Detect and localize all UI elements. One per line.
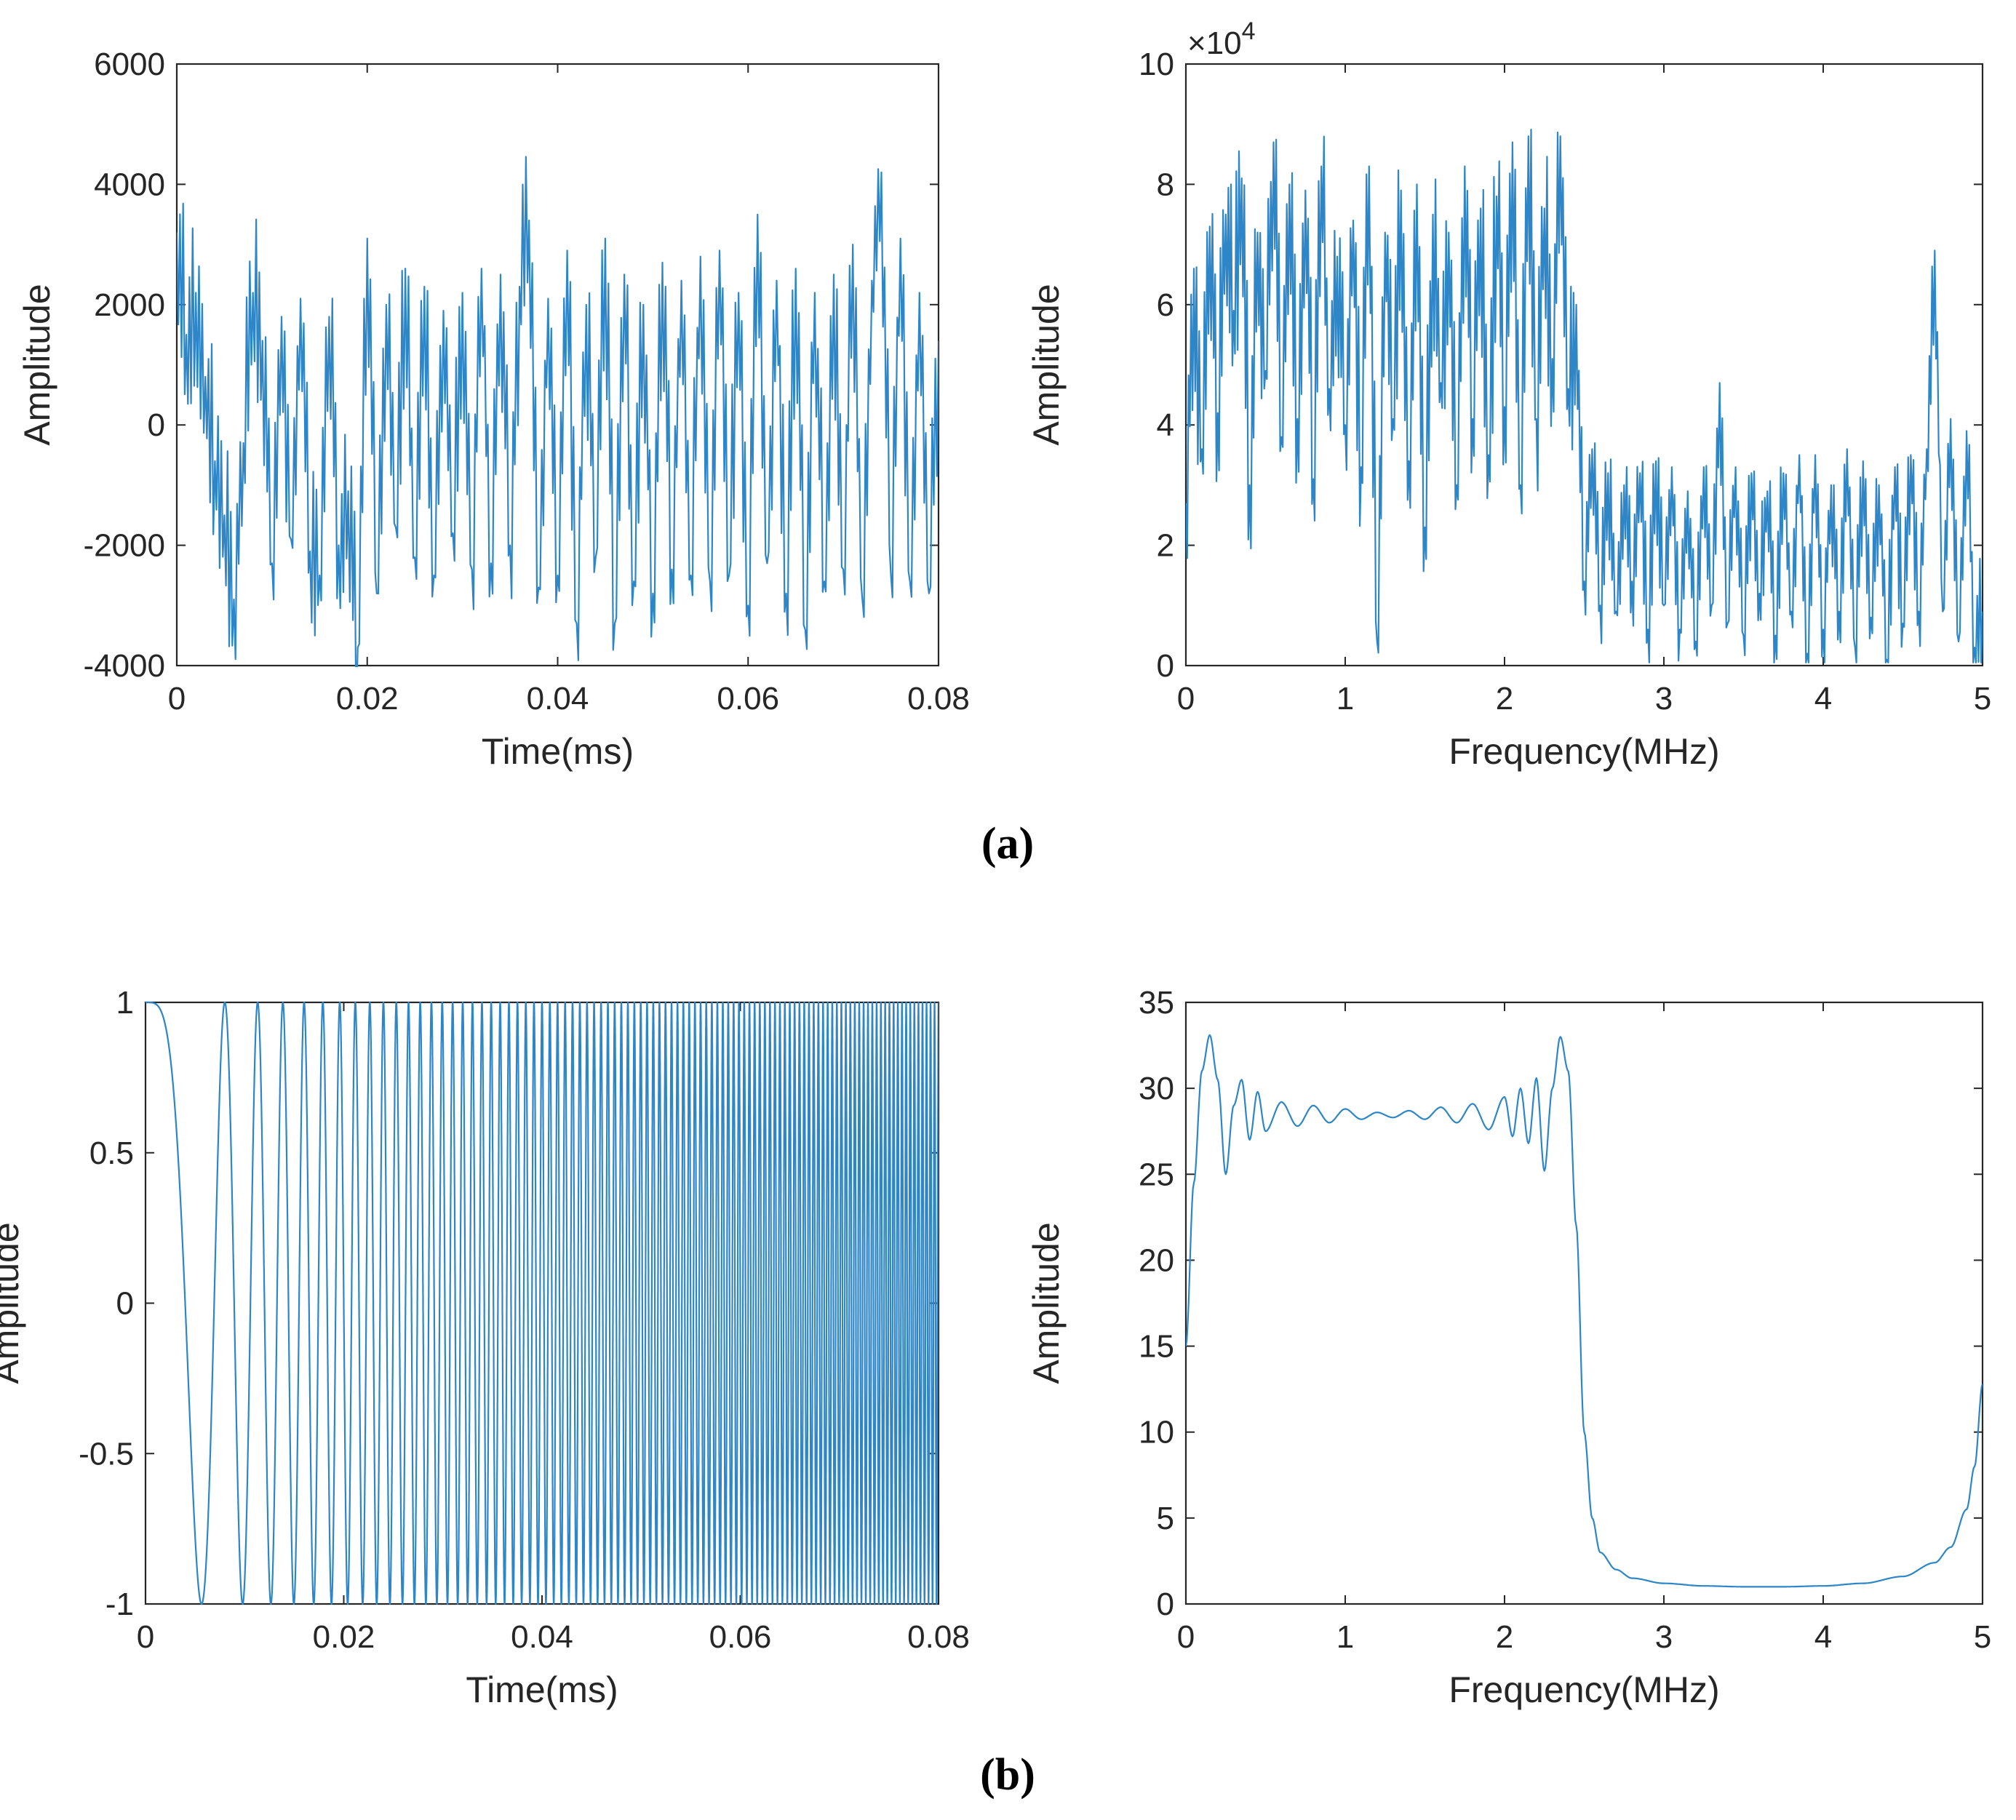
y-tick-label: 4000 [94,167,165,202]
panel-label-b: (b) [980,1750,1035,1800]
y-tick-label: 5 [1157,1501,1174,1536]
x-tick-label: 1 [1336,681,1354,717]
x-tick-label: 4 [1814,1619,1832,1655]
y-tick-label: 0 [1157,648,1174,684]
series-line-a-freq [1186,128,1983,663]
y-tick-label: 0.5 [89,1135,134,1171]
x-tick-label: 5 [1974,1619,1991,1655]
panel-label-a: (a) [981,819,1034,869]
y-tick-label: -4000 [83,648,165,684]
series-line-b-freq [1186,1034,1983,1588]
y-tick-label: 15 [1139,1329,1174,1365]
x-tick-label: 0.08 [907,1619,970,1655]
y-tick-label: 20 [1139,1242,1174,1278]
y-tick-label: 30 [1139,1071,1174,1106]
x-axis-label: Time(ms) [482,731,634,772]
chart-a-freq: 0 1 2 3 4 5 0 2 4 6 8 10 Frequency(MHz) Amplitude ×104 [1026,17,1991,772]
series-line-b-time [146,1001,939,1605]
x-tick-label: 2 [1496,681,1513,717]
y-tick-label: -0.5 [79,1436,134,1472]
y-axis-label: Amplitude [17,284,57,445]
x-tick-label: 0.06 [717,681,779,717]
chart-a-time: 0 0.02 0.04 0.06 0.08 -4000 -2000 0 2000 4000 6000… [17,47,970,772]
x-tick-label: 1 [1336,1619,1354,1655]
y-tick-label: 8 [1157,167,1174,202]
y-tick-label: 10 [1139,1415,1174,1450]
x-tick-label: 0.02 [336,681,399,717]
x-axis-label: Frequency(MHz) [1449,1669,1719,1710]
y-tick-label: 4 [1157,407,1174,443]
x-tick-label: 0.04 [511,1619,573,1655]
x-tick-label: 0.04 [527,681,589,717]
y-tick-label: -2000 [83,528,165,564]
x-axis-label: Frequency(MHz) [1449,731,1719,772]
x-tick-label: 3 [1655,1619,1673,1655]
y-tick-label: -1 [105,1586,134,1622]
x-tick-label: 0 [137,1619,154,1655]
plot-frame [1184,1001,1984,1605]
x-tick-label: 0.02 [313,1619,375,1655]
y-tick-label: 6000 [94,47,165,82]
y-axis-label: Amplitude [1026,284,1067,445]
y-tick-label: 25 [1139,1157,1174,1192]
series-line-a-time [177,156,939,667]
y-exponent-label: ×104 [1187,17,1256,61]
chart-b-freq: 0 1 2 3 4 5 0 5 10 15 20 25 30 35 Frequency(MHz) Amplit… [1026,985,1991,1710]
x-tick-label: 0 [1177,681,1195,717]
x-tick-label: 2 [1496,1619,1513,1655]
y-tick-label: 0 [148,407,165,443]
x-tick-label: 3 [1655,681,1673,717]
x-tick-label: 0.06 [709,1619,772,1655]
y-tick-label: 10 [1139,47,1174,82]
y-tick-label: 6 [1157,287,1174,323]
y-axis-label: Amplitude [0,1222,26,1384]
y-tick-label: 35 [1139,985,1174,1021]
x-tick-label: 0 [168,681,186,717]
y-exponent-power: 4 [1242,17,1256,45]
x-tick-label: 4 [1814,681,1832,717]
chart-b-time: 0 0.02 0.04 0.06 0.08 -1 -0.5 0 0.5 1 Time(ms) Ampl… [0,985,970,1710]
x-tick-label: 0 [1177,1619,1195,1655]
x-axis-label: Time(ms) [466,1669,618,1710]
y-tick-label: 2 [1157,528,1174,564]
y-tick-label: 1 [116,985,134,1021]
y-axis-label: Amplitude [1026,1222,1067,1384]
y-tick-label: 2000 [94,287,165,323]
plot-frame [1184,63,1984,667]
y-tick-label: 0 [1157,1586,1174,1622]
x-tick-label: 0.08 [907,681,970,717]
x-tick-label: 5 [1974,681,1991,717]
y-tick-label: 0 [116,1286,134,1322]
